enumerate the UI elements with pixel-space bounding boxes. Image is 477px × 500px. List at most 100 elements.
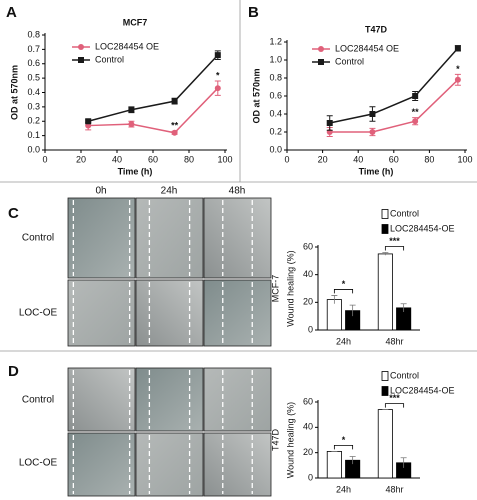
- marker: [171, 129, 178, 136]
- micrograph: [203, 432, 272, 497]
- x-tick-label: 60: [148, 154, 158, 164]
- x-axis-label: Time (h): [118, 166, 153, 176]
- x-tick-label: 80: [424, 154, 434, 164]
- y-axis-label: OD at 570nm: [9, 65, 19, 120]
- annotation: *: [456, 64, 460, 74]
- legend-swatch: [381, 371, 389, 381]
- y-tick-label: 60: [303, 241, 313, 251]
- x-tick-label: 80: [184, 154, 194, 164]
- significance-label: ***: [389, 236, 400, 246]
- chart-title: MCF7: [123, 17, 148, 27]
- marker: [412, 93, 419, 99]
- x-tick-label: 100: [457, 154, 472, 164]
- series-line: [88, 54, 219, 122]
- y-tick-label: 0.1: [27, 130, 40, 140]
- time-label: 0h: [95, 186, 106, 197]
- y-tick-label: 0: [308, 472, 313, 482]
- bar: [326, 450, 342, 479]
- y-tick-label: 40: [303, 269, 313, 279]
- marker: [318, 46, 324, 52]
- marker: [369, 129, 376, 135]
- x-tick-label: 40: [353, 154, 363, 164]
- x-tick-label: 24h: [336, 336, 351, 346]
- row-label: Control: [22, 395, 54, 406]
- x-tick-label: 48hr: [385, 484, 403, 494]
- error-bar: [349, 456, 356, 465]
- marker: [128, 121, 135, 128]
- marker: [214, 52, 221, 59]
- micrograph: [135, 279, 204, 347]
- y-tick-label: 0.3: [27, 101, 40, 111]
- series-line: [88, 87, 219, 134]
- x-tick-label: 40: [112, 154, 122, 164]
- micrographs: [67, 197, 272, 497]
- chart-title: T47D: [365, 24, 388, 34]
- panel-letter: C: [8, 205, 19, 222]
- marker: [454, 45, 461, 52]
- y-tick-label: 0.2: [27, 116, 40, 126]
- micrograph: [135, 367, 204, 432]
- marker: [454, 76, 461, 83]
- significance-bracket: [333, 445, 354, 450]
- y-tick-label: 0.4: [27, 87, 40, 97]
- y-tick-label: 0.6: [27, 58, 40, 68]
- x-tick-label: 0: [284, 154, 289, 164]
- time-label: 48h: [229, 186, 246, 197]
- series-line: [329, 47, 459, 124]
- chart-title: MCF-7: [270, 275, 280, 303]
- micrograph: [67, 197, 136, 279]
- y-axis-label: OD at 570nm: [251, 68, 261, 123]
- x-tick-label: 24h: [336, 484, 351, 494]
- significance-bracket: [333, 289, 354, 294]
- marker: [78, 44, 84, 50]
- bar: [326, 299, 342, 331]
- row-label: Control: [22, 233, 54, 244]
- row-label: LOC-OE: [19, 308, 58, 319]
- marker: [369, 111, 376, 117]
- y-tick-label: 40: [303, 422, 313, 432]
- legend-swatch: [381, 209, 389, 219]
- x-tick-label: 20: [318, 154, 328, 164]
- marker: [128, 106, 135, 113]
- x-tick-label: 60: [389, 154, 399, 164]
- legend-label: Control: [390, 208, 419, 218]
- marker: [171, 98, 178, 105]
- micrograph: [203, 279, 272, 347]
- row-label: LOC-OE: [19, 458, 58, 469]
- marker: [85, 118, 92, 125]
- panel-letter: A: [6, 4, 17, 21]
- micrograph: [67, 367, 136, 432]
- x-tick-label: 20: [76, 154, 86, 164]
- micrograph: [203, 367, 272, 432]
- bar: [377, 253, 393, 331]
- y-tick-label: 0.0: [27, 144, 40, 154]
- legend-label: LOC284454 OE: [95, 41, 159, 51]
- legend-label: LOC284454 OE: [335, 43, 399, 53]
- y-tick-label: 0.8: [27, 29, 40, 39]
- micrograph: [135, 432, 204, 497]
- legend-label: Control: [390, 370, 419, 380]
- y-tick-label: 0.8: [269, 72, 282, 82]
- marker: [78, 57, 84, 63]
- panel-letter: B: [248, 4, 259, 21]
- annotation: **: [171, 121, 179, 131]
- legend-label: Control: [95, 54, 124, 64]
- legend-swatch: [381, 386, 389, 396]
- significance-bracket: [384, 246, 405, 251]
- y-tick-label: 0.6: [269, 90, 282, 100]
- error-bar: [400, 303, 407, 313]
- significance-bracket: [384, 403, 405, 408]
- micrograph: [203, 197, 272, 279]
- legend-swatch: [381, 224, 389, 234]
- legend-label: LOC284454-OE: [390, 385, 455, 395]
- error-bar: [382, 252, 389, 256]
- error-bar: [400, 457, 407, 468]
- micrograph: [135, 197, 204, 279]
- panel-letter: D: [8, 363, 19, 380]
- legend-label: LOC284454-OE: [390, 223, 455, 233]
- annotation: *: [216, 70, 220, 80]
- significance-label: *: [342, 279, 346, 289]
- y-tick-label: 1.0: [269, 54, 282, 64]
- micrograph: [67, 279, 136, 347]
- legend-label: Control: [335, 56, 364, 66]
